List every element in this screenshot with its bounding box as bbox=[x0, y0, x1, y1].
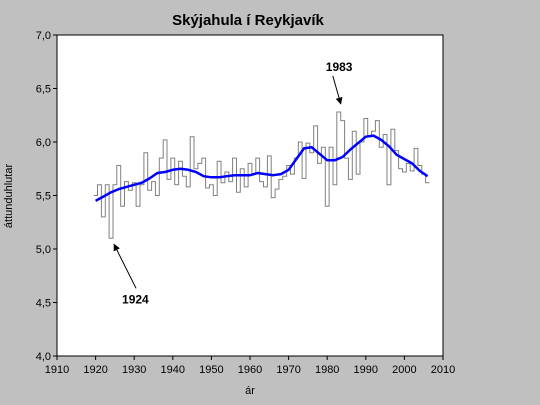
x-tick-label: 1960 bbox=[238, 364, 262, 376]
plot-area bbox=[56, 34, 444, 357]
smoothed-trend-line bbox=[95, 134, 429, 202]
x-tick-label: 1980 bbox=[315, 364, 339, 376]
x-tick-label: 2010 bbox=[431, 364, 455, 376]
x-tick-label: 1910 bbox=[45, 364, 69, 376]
x-tick-label: 1970 bbox=[276, 364, 300, 376]
x-tick-label: 1930 bbox=[122, 364, 146, 376]
y-tick-label: 6,0 bbox=[36, 137, 51, 149]
x-tick-label: 1940 bbox=[161, 364, 185, 376]
x-tick-label: 1990 bbox=[354, 364, 378, 376]
series-layer bbox=[93, 111, 430, 239]
y-axis-label: áttunduhlutar bbox=[3, 164, 15, 229]
annual-cloudiness-step-line bbox=[93, 111, 430, 239]
y-tick-label: 7,0 bbox=[36, 30, 51, 42]
y-tick-label: 6,5 bbox=[36, 84, 51, 96]
annotation-1983-arrow bbox=[332, 75, 343, 105]
y-tick-label: 5,5 bbox=[36, 191, 51, 203]
annotations: 1983 1924 bbox=[113, 60, 353, 306]
chart-title: Skýjahula í Reykjavík bbox=[172, 12, 324, 29]
y-tick-label: 4,5 bbox=[36, 298, 51, 310]
annotation-1983-label: 1983 bbox=[326, 60, 353, 74]
annotation-1924-label: 1924 bbox=[122, 292, 149, 306]
x-axis-label: ár bbox=[245, 385, 255, 397]
x-tick-label: 2000 bbox=[392, 364, 416, 376]
x-tick-label: 1950 bbox=[199, 364, 223, 376]
x-axis: 1910 1920 1930 1940 1950 1960 1970 1980 1990 2000… bbox=[45, 356, 455, 376]
x-tick-label: 1920 bbox=[83, 364, 107, 376]
y-tick-label: 4,0 bbox=[36, 351, 51, 363]
annotation-1924-arrow bbox=[113, 243, 137, 289]
y-tick-label: 5,0 bbox=[36, 244, 51, 256]
y-axis: 4,0 4,5 5,0 5,5 6,0 6,5 7,0 bbox=[36, 30, 57, 363]
